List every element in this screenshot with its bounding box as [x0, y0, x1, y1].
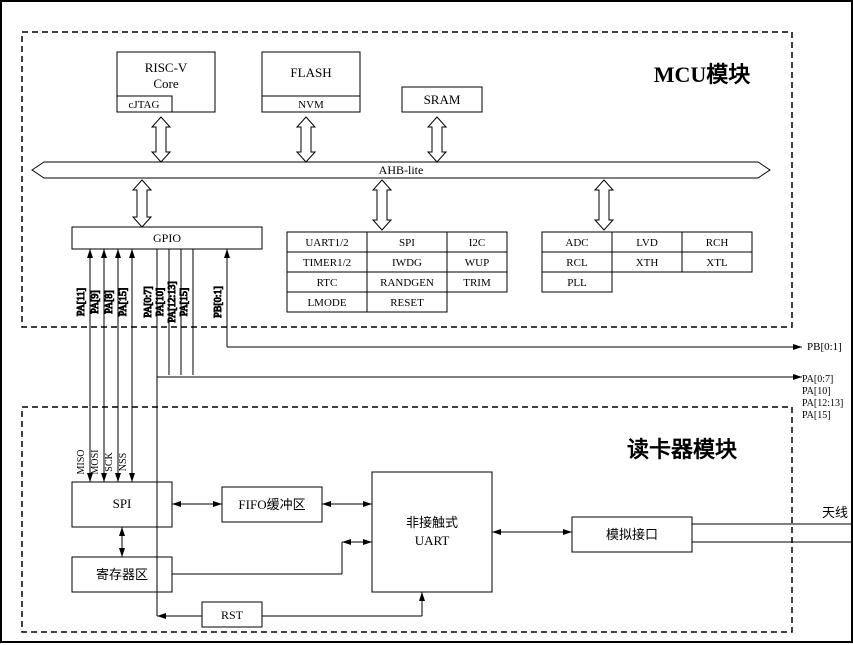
svg-text:RESET: RESET — [390, 297, 424, 309]
svg-text:RCL: RCL — [566, 257, 588, 269]
svg-text:SCK: SCK — [104, 451, 115, 471]
svg-text:PA[8]: PA[8] — [104, 290, 115, 314]
svg-text:PA[10]: PA[10] — [155, 288, 166, 317]
cjtag-label: cJTAG — [129, 99, 160, 111]
gpio-label: GPIO — [153, 231, 181, 245]
svg-text:MOSI: MOSI — [90, 449, 101, 474]
antenna-label: 天线 — [822, 505, 848, 520]
ext-pa07: PA[0:7] — [802, 374, 833, 385]
ext-pa15: PA[15] — [802, 410, 831, 421]
svg-text:PLL: PLL — [567, 277, 587, 289]
svg-text:NSS: NSS — [118, 453, 129, 471]
mcu-module-title: MCU模块 — [654, 62, 752, 87]
rst-label: RST — [221, 608, 244, 622]
bottom-bus-arrows — [133, 180, 613, 230]
svg-text:TRIM: TRIM — [463, 277, 491, 289]
periph-grid-2: ADC LVD RCH RCL XTH XTL PLL — [542, 232, 752, 292]
nvm-label: NVM — [298, 99, 324, 111]
svg-text:PA[15]: PA[15] — [179, 288, 190, 317]
spi2-label: SPI — [113, 496, 132, 511]
ahb-bus: AHB-lite — [32, 162, 770, 178]
ext-pa1213: PA[12:13] — [802, 398, 843, 409]
svg-text:LMODE: LMODE — [307, 297, 346, 309]
ext-pb01: PB[0:1] — [807, 341, 842, 353]
flash-label: FLASH — [290, 65, 331, 80]
svg-text:LVD: LVD — [636, 237, 658, 249]
uart-nc-label-l1: 非接触式 — [406, 515, 458, 530]
svg-text:PA[12:13]: PA[12:13] — [167, 281, 178, 322]
uart-nc-label-l2: UART — [415, 533, 450, 548]
svg-text:IWDG: IWDG — [392, 257, 422, 269]
riscv-label-l2: Core — [153, 76, 179, 91]
svg-text:SPI: SPI — [399, 237, 415, 249]
diagram-container: MCU模块 读卡器模块 RISC-V Core cJTAG FLASH NVM … — [0, 0, 853, 643]
svg-text:PA[15]: PA[15] — [118, 288, 129, 317]
svg-text:PA[11]: PA[11] — [76, 288, 87, 316]
svg-text:RCH: RCH — [706, 237, 729, 249]
diagram-svg: MCU模块 读卡器模块 RISC-V Core cJTAG FLASH NVM … — [2, 2, 853, 645]
svg-text:XTL: XTL — [706, 257, 728, 269]
svg-text:I2C: I2C — [469, 237, 486, 249]
ext-pa10: PA[10] — [802, 386, 831, 397]
svg-text:PB[0:1]: PB[0:1] — [213, 286, 224, 318]
svg-text:ADC: ADC — [565, 237, 588, 249]
uart-nc-block — [372, 472, 492, 592]
svg-text:WUP: WUP — [465, 257, 489, 269]
periph-grid-1: UART1/2 SPI I2C TIMER1/2 IWDG WUP RTC RA… — [287, 232, 507, 312]
svg-text:RTC: RTC — [317, 277, 338, 289]
fifo-label: FIFO缓冲区 — [238, 497, 305, 512]
svg-text:PA[0:7]: PA[0:7] — [143, 286, 154, 317]
svg-text:MISO: MISO — [76, 449, 87, 474]
svg-text:RANDGEN: RANDGEN — [380, 277, 434, 289]
sram-label: SRAM — [424, 92, 461, 107]
svg-text:PA[9]: PA[9] — [90, 290, 101, 314]
spi-signal-labels: MISO MOSI SCK NSS — [76, 449, 129, 474]
analog-if-label: 模拟接口 — [606, 527, 658, 542]
top-bus-arrows — [152, 117, 446, 162]
register-label: 寄存器区 — [96, 567, 148, 582]
bus-label: AHB-lite — [379, 163, 424, 177]
svg-text:TIMER1/2: TIMER1/2 — [303, 257, 351, 269]
riscv-label-l1: RISC-V — [145, 60, 188, 75]
svg-text:XTH: XTH — [636, 257, 659, 269]
svg-text:UART1/2: UART1/2 — [305, 237, 348, 249]
reader-module-title: 读卡器模块 — [627, 437, 738, 462]
